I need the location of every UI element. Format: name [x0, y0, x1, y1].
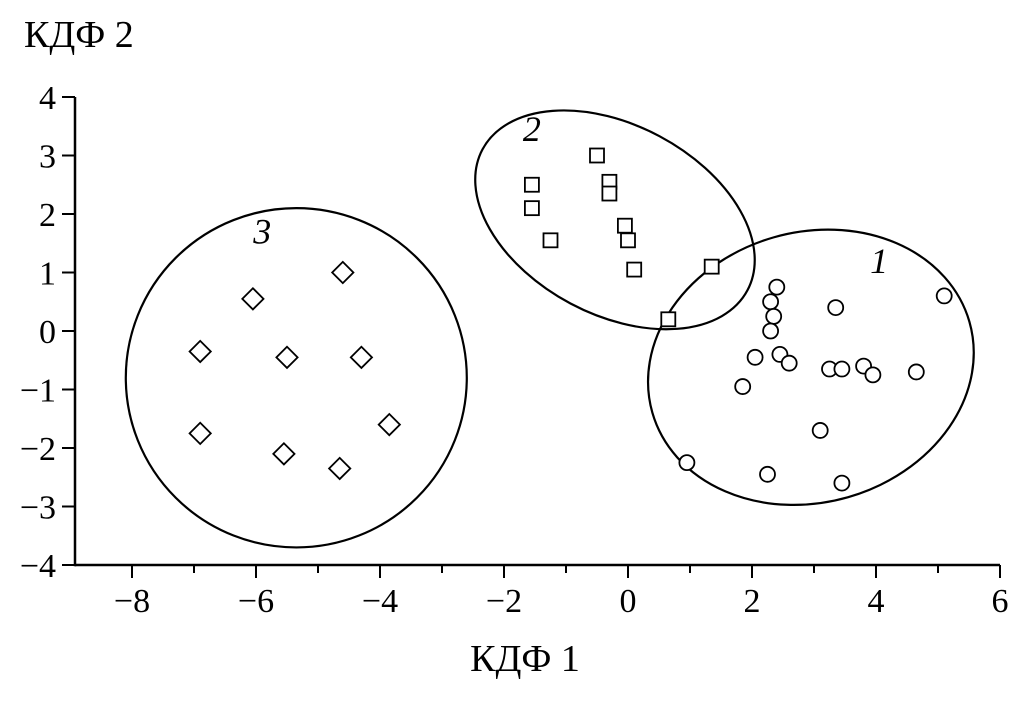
y-tick-label: 0 [39, 314, 56, 351]
data-point-circle [734, 378, 752, 395]
data-point-diamond [275, 345, 299, 370]
x-tick-label: 2 [744, 583, 761, 620]
data-point-diamond [188, 339, 213, 364]
y-tick-label: −1 [20, 373, 56, 410]
data-point-circle [762, 293, 779, 311]
x-axis-title: КДФ 1 [470, 638, 580, 680]
data-point-diamond [327, 456, 352, 481]
data-point-square [601, 185, 618, 202]
cluster-ellipse [646, 228, 975, 506]
data-point-square [589, 147, 605, 164]
data-point-circle [833, 360, 851, 378]
data-point-circle [811, 422, 829, 439]
data-point-square [626, 261, 643, 278]
x-tick-label: 6 [992, 583, 1009, 620]
data-point-circle [864, 366, 882, 384]
data-point-square [703, 258, 720, 275]
data-point-diamond [188, 421, 213, 446]
data-point-circle [827, 299, 845, 317]
data-point-circle [678, 454, 696, 472]
cluster-label: 1 [870, 241, 888, 281]
data-point-square [660, 311, 677, 328]
x-tick-label: −8 [114, 583, 150, 620]
x-tick-label: −4 [362, 583, 398, 620]
data-point-circle [833, 474, 851, 492]
y-tick-label: −4 [20, 548, 56, 585]
data-point-square [620, 232, 636, 249]
y-tick-label: 2 [39, 197, 56, 234]
data-point-square [524, 176, 540, 193]
x-tick-label: 4 [868, 583, 885, 620]
y-tick-label: 1 [39, 256, 56, 293]
y-tick-label: −3 [20, 490, 56, 527]
data-point-diamond [330, 260, 355, 285]
data-point-circle [780, 354, 798, 372]
data-point-diamond [349, 345, 374, 370]
data-point-circle [935, 287, 953, 305]
data-point-diamond [241, 286, 265, 311]
data-point-circle [759, 465, 776, 483]
data-point-circle [768, 278, 786, 296]
data-point-circle [907, 363, 925, 381]
y-tick-label: 4 [39, 80, 56, 117]
x-tick-label: −2 [486, 583, 522, 620]
cluster-label: 2 [523, 109, 541, 149]
x-tick-label: 0 [620, 583, 637, 620]
data-point-square [524, 200, 540, 217]
y-tick-label: −2 [20, 431, 56, 468]
cluster-ellipse [474, 109, 756, 331]
cluster-ellipse [124, 207, 468, 549]
x-tick-label: −6 [238, 583, 274, 620]
data-point-square [542, 232, 559, 249]
cluster-label: 3 [252, 212, 271, 252]
data-point-circle [746, 348, 764, 366]
data-point-circle [765, 307, 783, 325]
data-point-square [617, 217, 633, 234]
data-point-diamond [377, 412, 402, 437]
data-point-diamond [272, 441, 296, 466]
data-point-circle [762, 322, 779, 340]
y-tick-label: 3 [39, 139, 56, 176]
y-axis-title: КДФ 2 [24, 14, 134, 56]
